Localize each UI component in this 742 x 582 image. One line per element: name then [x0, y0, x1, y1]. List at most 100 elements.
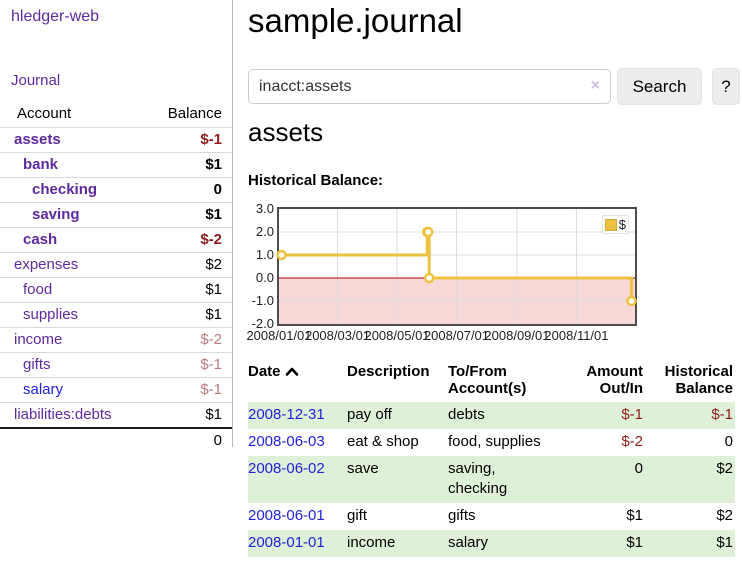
transaction-accounts: salary: [448, 534, 489, 551]
accounts-header-balance: Balance: [167, 105, 222, 122]
transaction-description: income: [347, 534, 396, 551]
account-row: checking 0: [0, 177, 232, 203]
y-axis-tick-label: 1.0: [255, 247, 274, 262]
register-header-description: Description: [347, 363, 430, 380]
search-form: × Search ?: [248, 68, 740, 105]
register-header-balance: Historical Balance: [664, 363, 733, 397]
chart-canvas: [276, 209, 637, 324]
page-title: sample.journal: [248, 2, 463, 39]
account-link[interactable]: cash: [23, 231, 58, 248]
transaction-balance: $2: [716, 460, 733, 477]
account-link[interactable]: salary: [23, 381, 64, 398]
transaction-accounts: food, supplies: [448, 433, 541, 450]
account-link[interactable]: food: [23, 281, 53, 298]
account-link[interactable]: gifts: [23, 356, 51, 373]
account-row: cash $-2: [0, 227, 232, 253]
account-link[interactable]: income: [14, 331, 63, 348]
transaction-accounts: debts: [448, 406, 485, 423]
transaction-balance: $-1: [711, 406, 733, 423]
transaction-balance: $1: [716, 534, 733, 551]
accounts-total-value: 0: [147, 427, 232, 453]
register-row: 2008-06-02 save saving, checking 0 $2: [248, 456, 735, 503]
chart-plot-area: $: [276, 207, 637, 326]
account-link[interactable]: bank: [23, 156, 59, 173]
x-axis-tick-label: 2008/07/01: [423, 328, 490, 343]
transaction-amount: $-1: [621, 406, 643, 423]
clear-search-icon[interactable]: ×: [590, 77, 600, 94]
register-header-date[interactable]: Date: [248, 361, 347, 402]
account-row: assets $-1: [0, 127, 232, 153]
main-content: sample.journal × Search ? assets Histori…: [246, 0, 742, 582]
account-row: income $-2: [0, 327, 232, 353]
transaction-amount: $1: [626, 534, 643, 551]
app-title-link[interactable]: hledger-web: [11, 8, 100, 25]
account-balance: $1: [147, 152, 232, 178]
x-axis-tick-label: 2008/11/01: [544, 328, 609, 343]
account-row: gifts $-1: [0, 352, 232, 378]
accounts-table-body: assets $-1 bank $1 checking 0 saving $1 cash $-2 e…: [0, 127, 232, 428]
account-balance: $-1: [147, 377, 232, 403]
accounts-total-row: 0: [0, 427, 232, 453]
register-table-body: 2008-12-31 pay off debts $-1 $-1 2008-06-03 ea…: [248, 402, 735, 557]
account-balance: $1: [147, 202, 232, 228]
account-balance: $-1: [147, 127, 232, 153]
register-row: 2008-06-01 gift gifts $1 $2: [248, 503, 735, 530]
register-table: Date Description To/From Account(s) Amou…: [248, 361, 735, 557]
account-link[interactable]: expenses: [14, 256, 79, 273]
transaction-description: eat & shop: [347, 433, 419, 450]
account-balance: $1: [147, 277, 232, 303]
y-axis-tick-label: 0.0: [255, 270, 274, 285]
account-link[interactable]: saving: [32, 206, 80, 223]
transaction-balance: $2: [716, 507, 733, 524]
x-axis-tick-label: 2008/03/01: [304, 328, 371, 343]
search-input[interactable]: [248, 69, 611, 104]
account-balance: $1: [147, 302, 232, 328]
y-axis-tick-label: 2.0: [255, 224, 274, 239]
transaction-date-link[interactable]: 2008-06-01: [248, 507, 325, 524]
legend-label: $: [618, 217, 626, 232]
register-row: 2008-01-01 income salary $1 $1: [248, 530, 735, 557]
account-link[interactable]: checking: [32, 181, 98, 198]
transaction-description: save: [347, 460, 379, 477]
transaction-description: gift: [347, 507, 368, 524]
account-row: expenses $2: [0, 252, 232, 278]
account-row: supplies $1: [0, 302, 232, 328]
account-row: bank $1: [0, 152, 232, 178]
x-axis-tick-label: 2008/09/01: [484, 328, 550, 343]
transaction-amount: 0: [634, 460, 643, 477]
accounts-table: Account Balance assets $-1 bank $1 checking 0…: [0, 102, 232, 453]
account-row: liabilities:debts $1: [0, 402, 232, 428]
account-link[interactable]: assets: [14, 131, 61, 148]
transaction-date-link[interactable]: 2008-01-01: [248, 534, 325, 551]
transaction-accounts: gifts: [448, 507, 476, 524]
chart-legend: $: [601, 215, 629, 234]
account-balance: $-2: [147, 327, 232, 353]
search-button[interactable]: Search: [617, 68, 702, 105]
account-balance: $2: [147, 252, 232, 278]
transaction-date-link[interactable]: 2008-06-03: [248, 433, 325, 450]
register-table-header: Date Description To/From Account(s) Amou…: [248, 361, 735, 402]
y-axis-tick-label: -1.0: [251, 293, 274, 308]
register-header-accounts: To/From Account(s): [448, 363, 527, 397]
register-row: 2008-06-03 eat & shop food, supplies $-2 0: [248, 429, 735, 456]
y-axis-tick-label: 3.0: [255, 201, 274, 216]
x-axis-tick-label: 2008/05/01: [364, 328, 430, 343]
account-row: salary $-1: [0, 377, 232, 403]
account-balance: $-1: [147, 352, 232, 378]
help-button[interactable]: ?: [712, 68, 740, 105]
transaction-accounts: saving, checking: [448, 460, 508, 497]
sort-ascending-icon: [285, 363, 299, 380]
accounts-total-spacer: [0, 427, 148, 453]
sidebar-item-journal[interactable]: Journal: [11, 72, 61, 89]
accounts-table-header: Account Balance: [0, 102, 232, 128]
account-link[interactable]: liabilities:debts: [14, 406, 112, 423]
register-header-amount: Amount Out/In: [586, 363, 643, 397]
historical-balance-chart: $ 3.0 2.0 1.0 0.0 -1.0 -2.0 2008/01/01 2008/03/…: [246, 201, 742, 351]
account-link[interactable]: supplies: [23, 306, 79, 323]
register-row: 2008-12-31 pay off debts $-1 $-1: [248, 402, 735, 429]
account-page-title: assets: [248, 117, 324, 147]
sidebar: hledger-web Journal Account Balance asse…: [0, 0, 233, 453]
transaction-date-link[interactable]: 2008-06-02: [248, 460, 325, 477]
transaction-date-link[interactable]: 2008-12-31: [248, 406, 325, 423]
search-box: ×: [248, 69, 611, 104]
